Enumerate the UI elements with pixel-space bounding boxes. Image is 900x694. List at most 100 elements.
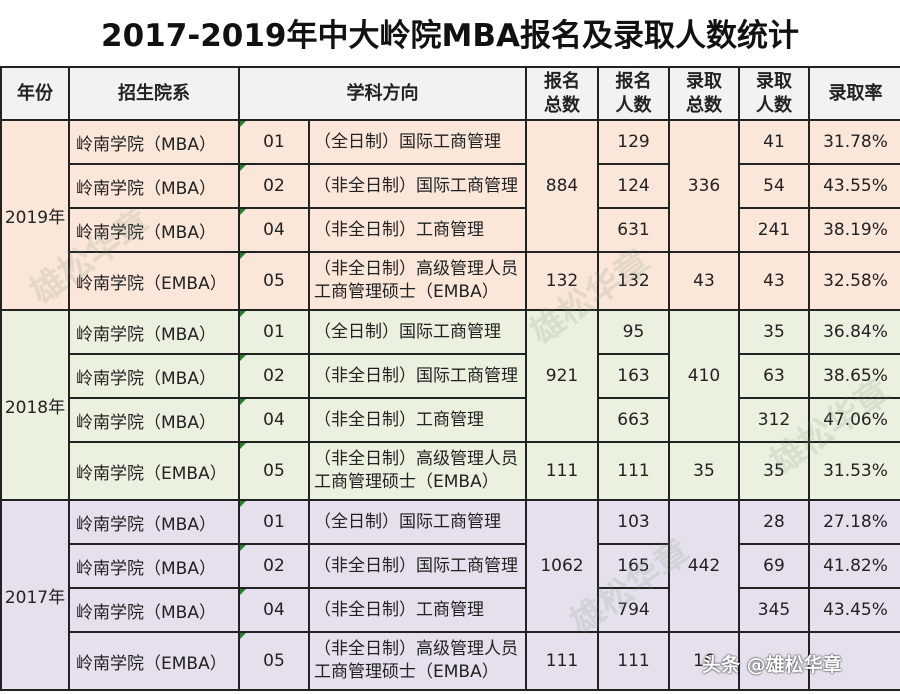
code-cell: 05 — [238, 441, 310, 501]
school-cell: 岭南学院（EMBA） — [68, 251, 240, 311]
header-apply-count: 报名人数 — [597, 66, 670, 121]
code-cell: 01 — [238, 119, 310, 165]
direction-cell: （全日制）国际工商管理 — [308, 499, 527, 545]
admit-total-cell: 16 — [668, 631, 740, 691]
school-cell: 岭南学院（MBA） — [68, 353, 240, 399]
admit-cell: 312 — [738, 397, 810, 443]
admit-total-cell: 43 — [668, 251, 740, 311]
direction-cell: （非全日制）工商管理 — [308, 587, 527, 633]
apply-total-cell: 1062 — [525, 499, 599, 633]
table-row: 岭南学院（EMBA） 05 （非全日制）高级管理人员工商管理硕士（EMBA） 1… — [1, 441, 900, 501]
admit-total-cell: 442 — [668, 499, 740, 633]
admit-cell — [738, 631, 810, 691]
admit-cell: 63 — [738, 353, 810, 399]
direction-cell: （全日制）国际工商管理 — [308, 309, 527, 355]
direction-cell: （全日制）国际工商管理 — [308, 119, 527, 165]
admit-cell: 241 — [738, 207, 810, 253]
admit-cell: 41 — [738, 119, 810, 165]
apply-total-cell: 132 — [525, 251, 599, 311]
apply-total-cell: 111 — [525, 631, 599, 691]
table-row: 2018年 岭南学院（MBA） 01 （全日制）国际工商管理 921 95 41… — [0, 309, 900, 501]
year-cell: 2019年 — [0, 119, 70, 311]
rate-cell: 31.78% — [808, 119, 900, 165]
apply-total-cell: 884 — [525, 119, 599, 253]
direction-cell: （非全日制）工商管理 — [308, 207, 527, 253]
admit-cell: 345 — [738, 587, 810, 633]
admit-total-cell: 35 — [668, 441, 740, 501]
header-year: 年份 — [0, 66, 70, 121]
rate-cell: 32.58% — [808, 251, 900, 311]
apply-cell: 129 — [597, 119, 670, 165]
admit-cell: 69 — [738, 543, 810, 589]
direction-cell: （非全日制）工商管理 — [308, 397, 527, 443]
school-cell: 岭南学院（MBA） — [68, 309, 240, 355]
direction-cell: （非全日制）国际工商管理 — [308, 163, 527, 209]
admit-total-cell: 410 — [668, 309, 740, 443]
school-cell: 岭南学院（EMBA） — [68, 631, 240, 691]
rate-cell: 38.19% — [808, 207, 900, 253]
header-rate: 录取率 — [808, 66, 900, 121]
direction-cell: （非全日制）国际工商管理 — [308, 353, 527, 399]
code-cell: 05 — [238, 251, 310, 311]
rate-cell: 47.06% — [808, 397, 900, 443]
table-row: 岭南学院（EMBA） 05 （非全日制）高级管理人员工商管理硕士（EMBA） 1… — [1, 251, 900, 311]
code-cell: 01 — [238, 499, 310, 545]
table-row: 岭南学院（EMBA） 05 （非全日制）高级管理人员工商管理硕士（EMBA） 1… — [1, 631, 900, 691]
table-row: 2019年 岭南学院（MBA） 01 （全日制）国际工商管理 884 129 3… — [0, 119, 900, 311]
admit-cell: 43 — [738, 251, 810, 311]
rate-cell: 36.84% — [808, 309, 900, 355]
school-cell: 岭南学院（MBA） — [68, 163, 240, 209]
direction-cell: （非全日制）国际工商管理 — [308, 543, 527, 589]
page-title: 2017-2019年中大岭院MBA报名及录取人数统计 — [101, 18, 799, 54]
rate-cell: 43.55% — [808, 163, 900, 209]
rate-cell: 27.18% — [808, 499, 900, 545]
table-row: 岭南学院（MBA） 04 （非全日制）工商管理 663 312 47.06% — [1, 397, 900, 443]
header-row: 年份 招生院系 学科方向 报名总数 报名人数 录取总数 录取人数 录取率 — [0, 66, 900, 121]
apply-cell: 663 — [597, 397, 670, 443]
admit-cell: 54 — [738, 163, 810, 209]
apply-cell: 163 — [597, 353, 670, 399]
rate-cell: 38.65% — [808, 353, 900, 399]
table-row: 岭南学院（MBA） 02 （非全日制）国际工商管理 124 54 43.55% — [1, 163, 900, 209]
rate-cell: 41.82% — [808, 543, 900, 589]
table-row: 岭南学院（MBA） 04 （非全日制）工商管理 794 345 43.45% — [1, 587, 900, 633]
school-cell: 岭南学院（MBA） — [68, 207, 240, 253]
admit-cell: 35 — [738, 309, 810, 355]
code-cell: 05 — [238, 631, 310, 691]
apply-cell: 132 — [597, 251, 670, 311]
header-direction: 学科方向 — [238, 66, 527, 121]
apply-cell: 124 — [597, 163, 670, 209]
rate-cell: 31.53% — [808, 441, 900, 501]
apply-cell: 165 — [597, 543, 670, 589]
school-cell: 岭南学院（MBA） — [68, 397, 240, 443]
rate-cell — [808, 631, 900, 691]
header-admit-count: 录取人数 — [738, 66, 810, 121]
apply-cell: 111 — [597, 631, 670, 691]
code-cell: 02 — [238, 353, 310, 399]
admit-cell: 28 — [738, 499, 810, 545]
table-row: 岭南学院（MBA） 02 （非全日制）国际工商管理 163 63 38.65% — [1, 353, 900, 399]
stats-table: 年份 招生院系 学科方向 报名总数 报名人数 录取总数 录取人数 录取率 201… — [0, 66, 900, 691]
apply-cell: 794 — [597, 587, 670, 633]
source-overlay: 头条 @雄松华章 — [702, 654, 842, 676]
school-cell: 岭南学院（EMBA） — [68, 441, 240, 501]
direction-cell: （非全日制）高级管理人员工商管理硕士（EMBA） — [308, 441, 527, 501]
table-row: 2017年 岭南学院（MBA） 01 （全日制）国际工商管理 1062 103 … — [0, 499, 900, 691]
direction-cell: （非全日制）高级管理人员工商管理硕士（EMBA） — [308, 631, 527, 691]
school-cell: 岭南学院（MBA） — [68, 587, 240, 633]
code-cell: 01 — [238, 309, 310, 355]
apply-total-cell: 111 — [525, 441, 599, 501]
apply-cell: 95 — [597, 309, 670, 355]
code-cell: 02 — [238, 543, 310, 589]
table-row: 岭南学院（MBA） 04 （非全日制）工商管理 631 241 38.19% — [1, 207, 900, 253]
admit-total-cell: 336 — [668, 119, 740, 253]
table-row: 岭南学院（MBA） 02 （非全日制）国际工商管理 165 69 41.82% — [1, 543, 900, 589]
header-admit-total: 录取总数 — [668, 66, 740, 121]
school-cell: 岭南学院（MBA） — [68, 119, 240, 165]
code-cell: 04 — [238, 397, 310, 443]
year-cell: 2018年 — [0, 309, 70, 501]
direction-cell: （非全日制）高级管理人员工商管理硕士（EMBA） — [308, 251, 527, 311]
apply-cell: 103 — [597, 499, 670, 545]
header-apply-total: 报名总数 — [525, 66, 599, 121]
school-cell: 岭南学院（MBA） — [68, 499, 240, 545]
